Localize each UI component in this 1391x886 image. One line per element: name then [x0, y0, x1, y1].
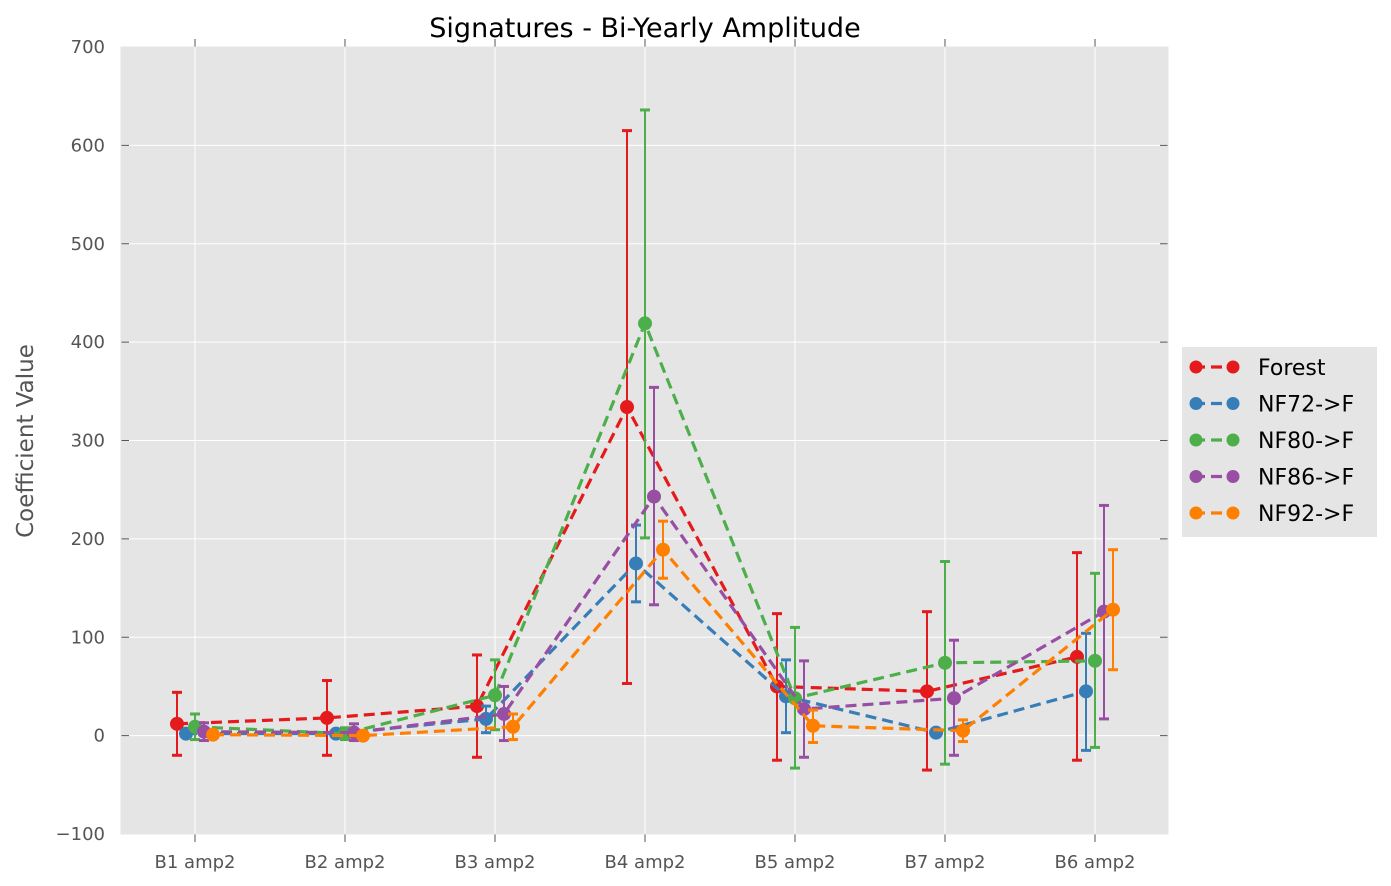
legend-marker — [1226, 433, 1240, 447]
y-tick-label: 300 — [71, 431, 105, 452]
data-point — [938, 655, 952, 670]
chart-title: Signatures - Bi-Yearly Amplitude — [429, 13, 860, 44]
data-point — [947, 691, 961, 706]
legend-marker — [1189, 360, 1203, 374]
data-point — [629, 556, 643, 571]
x-tick-label: B5 amp2 — [755, 852, 836, 873]
y-tick-label: 600 — [71, 135, 105, 156]
legend-label: Forest — [1258, 356, 1326, 381]
data-point — [479, 711, 493, 726]
series-layer — [170, 108, 1120, 772]
data-point — [638, 316, 652, 331]
legend-marker — [1226, 506, 1240, 520]
legend-marker — [1226, 360, 1240, 374]
y-tick-label: −100 — [56, 824, 105, 845]
data-point — [206, 727, 220, 742]
data-point — [1088, 653, 1102, 668]
legend-box — [1182, 347, 1377, 537]
y-tick-label: 700 — [71, 37, 105, 58]
x-tick-label: B3 amp2 — [455, 852, 536, 873]
data-point — [920, 684, 934, 699]
data-point — [929, 725, 943, 740]
legend-marker — [1226, 397, 1240, 410]
axes: −100 0 100 200 300 400 500 600 700 B1 amp2 B2 amp2… — [56, 37, 1169, 873]
series-NF92->F — [206, 519, 1120, 745]
y-tick-label: 400 — [71, 332, 105, 353]
series-NF80->F — [188, 108, 1102, 770]
data-point — [1079, 684, 1093, 699]
legend-label: NF92->F — [1258, 502, 1354, 527]
x-tick-label: B7 amp2 — [905, 852, 986, 873]
data-point — [170, 716, 184, 731]
series-NF86->F — [197, 385, 1111, 759]
x-tick-label: B6 amp2 — [1055, 852, 1136, 873]
legend-label: NF80->F — [1258, 429, 1354, 454]
legend-marker — [1226, 470, 1240, 483]
data-point — [806, 718, 820, 733]
data-point — [656, 542, 670, 557]
plot-frame — [120, 46, 1169, 835]
legend-marker — [1189, 506, 1203, 520]
data-point — [488, 688, 502, 703]
y-tick-label: 100 — [71, 627, 105, 648]
x-tick-label: B2 amp2 — [305, 852, 386, 873]
x-tick-label: B4 amp2 — [605, 852, 686, 873]
data-point — [620, 400, 634, 415]
legend-label: NF72->F — [1258, 393, 1354, 418]
data-point — [1106, 602, 1120, 617]
legend-marker — [1189, 397, 1203, 410]
data-point — [356, 728, 370, 743]
legend-marker — [1189, 433, 1203, 447]
data-point — [320, 710, 334, 725]
y-tick-label: 500 — [71, 234, 105, 255]
legend-marker — [1189, 470, 1203, 483]
series-Forest — [170, 129, 1084, 772]
y-tick-label: 0 — [94, 726, 105, 747]
y-axis-label: Coefficient Value — [13, 344, 39, 538]
data-point — [956, 723, 970, 738]
x-tick-label: B1 amp2 — [155, 852, 236, 873]
y-tick-label: 200 — [71, 529, 105, 550]
data-point — [647, 489, 661, 504]
data-point — [506, 719, 520, 734]
legend-label: NF86->F — [1258, 466, 1354, 491]
legend: Forest NF72->F NF80->F NF86->F NF92->F — [1182, 347, 1377, 537]
